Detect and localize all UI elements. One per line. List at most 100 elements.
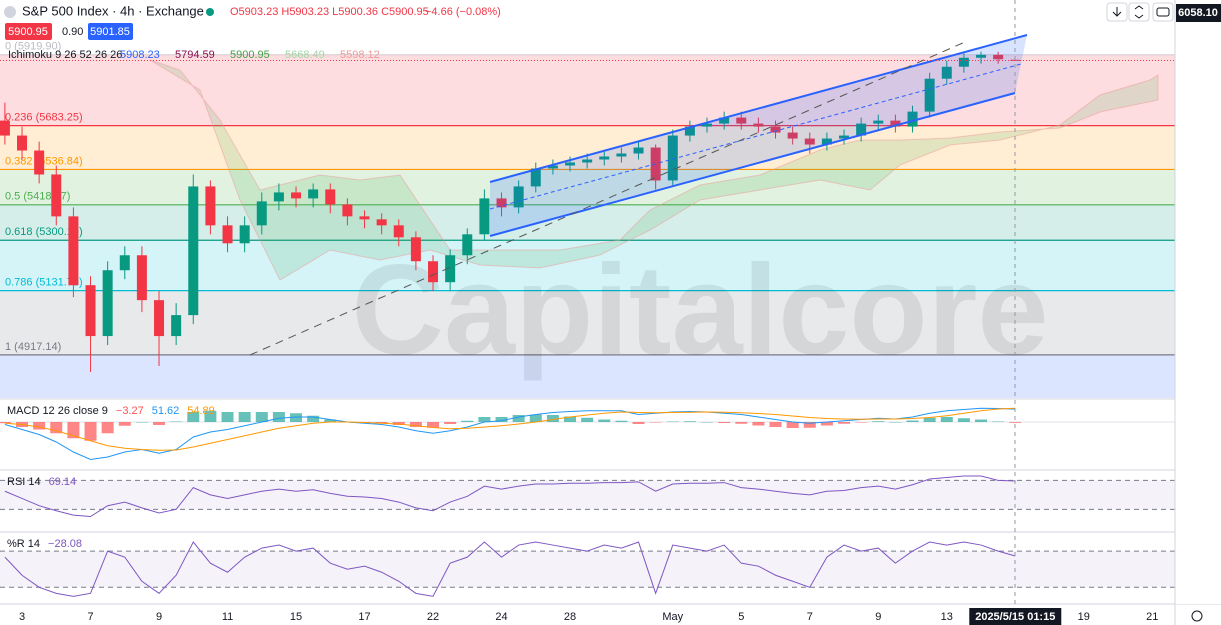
- candle-body: [804, 138, 815, 145]
- candle-body: [479, 198, 490, 235]
- candle-body: [1010, 59, 1021, 61]
- buy-button[interactable]: [88, 23, 133, 40]
- fib-label: 0.236 (5683.25): [5, 112, 83, 124]
- candle-body: [856, 123, 867, 136]
- symbol-icon[interactable]: [4, 6, 16, 18]
- indicator-line: [4, 407, 1016, 451]
- candle-body: [924, 78, 935, 112]
- histogram-bar: [84, 422, 97, 441]
- candle-body: [770, 126, 781, 133]
- histogram-bar: [683, 421, 696, 422]
- channel-fill: [490, 35, 1027, 236]
- x-tick-label: 15: [290, 611, 302, 623]
- background-layer: 0 (5919.90)0.236 (5683.25)0.382 (5536.84…: [0, 41, 1175, 588]
- pane-legend-value: −3.27: [116, 405, 144, 417]
- candle-body: [633, 147, 644, 154]
- x-tick-label: 24: [495, 611, 507, 623]
- histogram-bar: [324, 419, 337, 422]
- indicator-line: [4, 541, 1016, 597]
- candle-body: [582, 159, 593, 163]
- symbol-title[interactable]: S&P 500 Index · 4h · Exchange: [22, 3, 204, 18]
- histogram-bar: [461, 420, 474, 422]
- candle-body: [565, 162, 576, 166]
- candle-body: [958, 57, 969, 67]
- histogram-bar: [992, 421, 1005, 422]
- candle-body: [51, 174, 62, 217]
- histogram-bar: [238, 412, 251, 422]
- histogram-bar: [889, 422, 902, 423]
- histogram-bar: [255, 412, 268, 422]
- indicator-value: 5598.12: [340, 49, 380, 61]
- watermark: Capitalcore: [351, 239, 1048, 382]
- candle-body: [616, 153, 627, 157]
- pane-legend: RSI 14: [7, 476, 41, 488]
- histogram-bar: [632, 422, 645, 424]
- candle-body: [941, 66, 952, 79]
- histogram-bar: [118, 422, 131, 426]
- candle-body: [376, 219, 387, 226]
- candle-body: [547, 165, 558, 169]
- histogram-bar: [50, 422, 63, 434]
- band-fill: [0, 551, 1175, 588]
- compare-button[interactable]: [1128, 2, 1150, 22]
- candle-body: [462, 234, 473, 256]
- candle-body: [787, 132, 798, 139]
- indicator-line: [4, 475, 1016, 518]
- histogram-bar: [153, 422, 166, 425]
- x-tick-label: 28: [564, 611, 576, 623]
- settings-icon[interactable]: [1191, 610, 1203, 622]
- x-tick-label: 11: [222, 611, 233, 623]
- candle-body: [222, 225, 233, 244]
- candle-body: [273, 192, 284, 202]
- indicator-value: 5668.49: [285, 49, 325, 61]
- crosshair-price-box: [1176, 4, 1221, 22]
- sell-price[interactable]: 5900.95: [8, 26, 48, 38]
- histogram-bar: [735, 422, 748, 424]
- crosshair-time: 2025/5/15 01:15: [975, 611, 1055, 623]
- histogram-bar: [940, 417, 953, 422]
- indicator-value: 5900.95: [230, 49, 270, 61]
- buy-price[interactable]: 5901.85: [90, 26, 130, 38]
- candle-body: [393, 225, 404, 238]
- marks-layer: [0, 51, 1022, 597]
- candle-body: [736, 117, 747, 124]
- camera-button[interactable]: [1152, 2, 1174, 22]
- candle-body: [291, 192, 302, 199]
- fib-label: 0.618 (5300.19): [5, 226, 83, 238]
- histogram-bar: [615, 420, 628, 422]
- candle-body: [325, 189, 336, 205]
- histogram-bar: [204, 410, 217, 422]
- change: −4.66 (−0.08%): [425, 6, 501, 18]
- candle-body: [496, 198, 507, 208]
- histogram-bar: [872, 421, 885, 422]
- histogram-bar: [444, 422, 457, 424]
- x-tick-label: 19: [1078, 611, 1090, 623]
- fib-label: 0.786 (5131.73): [5, 277, 83, 289]
- candle-body: [599, 156, 610, 160]
- sell-button[interactable]: [5, 23, 52, 40]
- histogram-bar: [290, 413, 303, 422]
- candle-body: [342, 204, 353, 217]
- trend-line: [249, 41, 966, 356]
- histogram-bar: [975, 419, 988, 422]
- histogram-bar: [67, 422, 80, 439]
- histogram-bar: [598, 419, 611, 422]
- candle-body: [68, 216, 79, 286]
- x-tick-label: May: [662, 611, 683, 623]
- histogram-bar: [101, 422, 114, 434]
- candle-body: [873, 120, 884, 124]
- candle-body: [530, 168, 541, 187]
- candle-body: [154, 300, 165, 337]
- candle-body: [702, 123, 713, 127]
- fib-label: 0 (5919.90): [5, 41, 61, 53]
- x-tick-label: 7: [807, 611, 813, 623]
- x-tick-label: 22: [427, 611, 439, 623]
- histogram-bar: [1009, 422, 1022, 423]
- fib-label: 1 (4917.14): [5, 341, 61, 353]
- channel-mid: [489, 63, 1022, 210]
- compare-icon: [1134, 5, 1144, 19]
- indicator-value: 5794.59: [175, 49, 215, 61]
- histogram-bar: [855, 422, 868, 423]
- candle-body: [0, 120, 10, 136]
